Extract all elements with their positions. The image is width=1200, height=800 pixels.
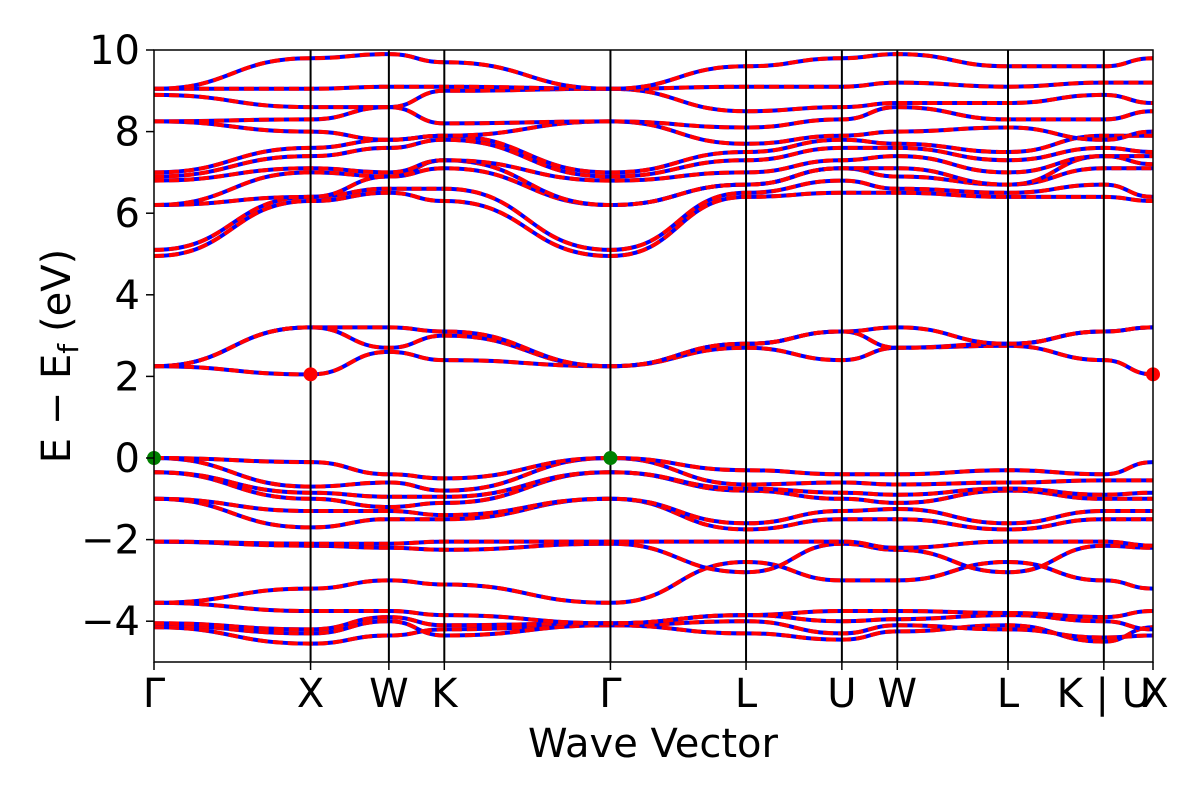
band-9-spin-down-line (154, 470, 1153, 510)
band-22-spin-down-line (154, 133, 1153, 175)
band-10-spin-down-line (154, 470, 1153, 499)
band-26-spin-down-line (154, 80, 1153, 91)
y-tick-label-7: 10 (89, 28, 140, 74)
x-tick-label-10: X (1141, 671, 1168, 717)
bands-layer (154, 52, 1153, 646)
y-tick-label-0: −4 (81, 599, 140, 645)
y-axis-label-sub: f (52, 343, 85, 354)
band-24-spin-down-line (154, 105, 1153, 130)
band-5-spin-down-line (154, 539, 1153, 575)
band-19-spin-down-line (154, 154, 1153, 208)
band-1-spin-down-line (154, 619, 1153, 640)
x-tick-label-9: K | U (1057, 671, 1151, 717)
band-11-spin-down-line (154, 455, 1153, 493)
x-tick-label-2: W (369, 671, 409, 717)
x-tick-label-7: W (878, 671, 918, 717)
band-20-spin-down-line (154, 154, 1153, 183)
band-0-spin-down-line (154, 623, 1153, 646)
x-tick-label-6: U (827, 671, 856, 717)
x-tick-label-8: L (997, 671, 1020, 717)
y-tick-label-3: 2 (115, 354, 140, 400)
x-axis-label: Wave Vector (528, 721, 779, 767)
cbm-marker-2 (303, 367, 318, 382)
band-6-spin-down-line (154, 539, 1153, 550)
x-tick-label-5: L (735, 671, 758, 717)
band-27-spin-down-line (154, 52, 1153, 91)
band-23-spin-down-line (154, 119, 1153, 146)
x-tick-label-1: X (297, 671, 324, 717)
band-15-spin-down-line (154, 325, 1153, 369)
band-13-spin-down-line (154, 343, 1153, 377)
y-tick-label-2: 0 (115, 436, 140, 482)
y-axis-label-base: E − E (34, 354, 80, 464)
band-25-spin-down-line (154, 86, 1153, 114)
y-tick-label-5: 6 (115, 191, 140, 237)
band-3-spin-down-line (154, 600, 1153, 626)
x-tick-label-0: Γ (143, 671, 166, 717)
band-8-spin-down-line (154, 496, 1153, 526)
y-ticks: −4 −2 0 2 4 6 8 10 (81, 28, 154, 645)
x-tick-label-3: K (431, 671, 459, 717)
band-4-spin-down-line (154, 559, 1153, 605)
y-axis-label-unit: (eV) (34, 249, 80, 332)
vbm-marker-1 (603, 451, 618, 465)
y-tick-label-4: 4 (115, 273, 140, 319)
y-tick-label-6: 8 (115, 110, 140, 156)
band-16-spin-down-line (154, 190, 1153, 259)
plot-frame (153, 49, 1154, 663)
band-7-spin-down-line (154, 496, 1153, 532)
high-symmetry-lines (309, 50, 1105, 662)
band-17-spin-down-line (154, 178, 1153, 252)
band-21-spin-down-line (154, 137, 1153, 179)
band-12-spin-down-line (154, 455, 1153, 481)
y-tick-label-1: −2 (81, 518, 140, 564)
y-axis-label: E − Ef (eV) (34, 249, 85, 464)
x-tick-label-4: Γ (599, 671, 622, 717)
